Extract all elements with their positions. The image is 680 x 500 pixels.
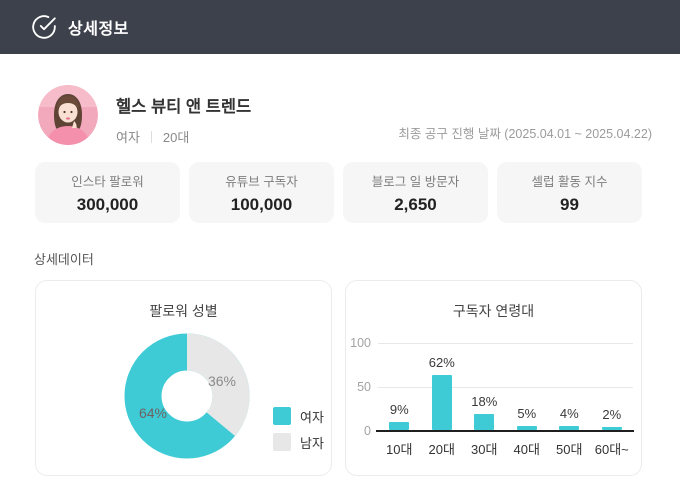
age-bars: 9% 62% 18% 5% 4% 2% — [378, 335, 633, 430]
x-axis-line — [376, 430, 634, 432]
profile-gender: 여자 — [116, 130, 140, 145]
gridline-50 — [378, 387, 633, 388]
stat-card-blog-visitors: 블로그 일 방문자 2,650 — [343, 162, 488, 223]
donut-label-male: 36% — [207, 373, 237, 389]
check-circle-icon — [31, 14, 57, 40]
bar-group-20s: 62% — [421, 335, 464, 430]
stat-value: 100,000 — [230, 194, 293, 214]
profile-info: 헬스 뷰티 앤 트렌드 여자 20대 — [116, 85, 251, 146]
bar-20s — [431, 375, 452, 430]
xlabel-40s: 40대 — [513, 442, 540, 457]
gender-legend: 여자 남자 — [273, 407, 324, 459]
divider — [150, 130, 152, 143]
donut-label-female: 64% — [138, 405, 168, 421]
bar-60s — [601, 427, 622, 430]
xlabel-60s: 60대~ — [594, 442, 629, 457]
bar-value: 9% — [389, 402, 409, 418]
age-chart-title: 구독자 연령대 — [452, 303, 535, 319]
bar-10s — [389, 422, 410, 430]
bar-value: 5% — [517, 405, 537, 421]
page-title: 상세정보 — [68, 21, 129, 38]
bar-value: 62% — [428, 355, 455, 371]
stat-value: 2,650 — [394, 194, 437, 214]
stat-label: 인스타 팔로워 — [71, 174, 144, 189]
xlabel-20s: 20대 — [428, 442, 455, 457]
male-swatch-icon — [273, 433, 291, 451]
stat-card-celeb-index: 셀럽 활동 지수 99 — [497, 162, 642, 223]
ytick-100: 100 — [350, 336, 371, 350]
ytick-50: 50 — [357, 380, 371, 394]
female-swatch-icon — [273, 407, 291, 425]
xlabel-30s: 30대 — [471, 442, 498, 457]
bar-group-60s: 2% — [591, 335, 634, 430]
gridline-100 — [378, 343, 633, 344]
bar-50s — [559, 426, 580, 430]
bar-value: 4% — [559, 406, 579, 422]
bar-group-50s: 4% — [548, 335, 591, 430]
charts-row: 팔로워 성별 64% 36% 여자 남자 구독자 연령대 100 50 0 — [35, 280, 642, 476]
header-bar: 상세정보 — [0, 0, 680, 54]
bar-value: 2% — [602, 407, 622, 422]
bar-group-10s: 9% — [378, 335, 421, 430]
gender-chart-card: 팔로워 성별 64% 36% 여자 남자 — [35, 280, 332, 476]
legend-item-female[interactable]: 여자 — [273, 407, 324, 425]
stat-card-insta-followers: 인스타 팔로워 300,000 — [35, 162, 180, 223]
ytick-0: 0 — [364, 424, 371, 438]
age-chart-card: 구독자 연령대 100 50 0 9% 62% 18% 5% 4% — [345, 280, 642, 476]
legend-item-male[interactable]: 남자 — [273, 433, 324, 451]
bar-30s — [474, 414, 495, 430]
bar-value: 18% — [471, 394, 498, 410]
gender-donut-chart — [124, 333, 250, 459]
stat-label: 블로그 일 방문자 — [371, 174, 460, 189]
stat-label: 유튜브 구독자 — [225, 174, 298, 189]
bar-group-40s: 5% — [506, 335, 549, 430]
section-title: 상세데이터 — [34, 252, 94, 267]
bar-40s — [516, 425, 537, 430]
legend-label: 여자 — [300, 409, 324, 425]
stat-value: 99 — [560, 194, 579, 214]
profile-name: 헬스 뷰티 앤 트렌드 — [116, 98, 252, 116]
gender-chart-title: 팔로워 성별 — [149, 303, 218, 319]
xlabel-10s: 10대 — [386, 442, 413, 457]
profile-age-group: 20대 — [162, 130, 190, 145]
profile-section: 헬스 뷰티 앤 트렌드 여자 20대 최종 공구 진행 날짜 (2025.04.… — [38, 85, 652, 146]
stat-label: 셀럽 활동 지수 — [531, 174, 608, 189]
xlabel-50s: 50대 — [556, 442, 583, 457]
bar-group-30s: 18% — [463, 335, 506, 430]
campaign-date: 최종 공구 진행 날짜 (2025.04.01 ~ 2025.04.22) — [398, 127, 652, 141]
stats-row: 인스타 팔로워 300,000 유튜브 구독자 100,000 블로그 일 방문… — [35, 162, 642, 223]
legend-label: 남자 — [300, 435, 324, 451]
stat-card-youtube-subs: 유튜브 구독자 100,000 — [189, 162, 334, 223]
profile-sub: 여자 20대 — [116, 127, 251, 146]
stat-value: 300,000 — [76, 194, 139, 214]
avatar — [38, 85, 98, 145]
age-category-labels: 10대 20대 30대 40대 50대 60대~ — [378, 439, 633, 458]
